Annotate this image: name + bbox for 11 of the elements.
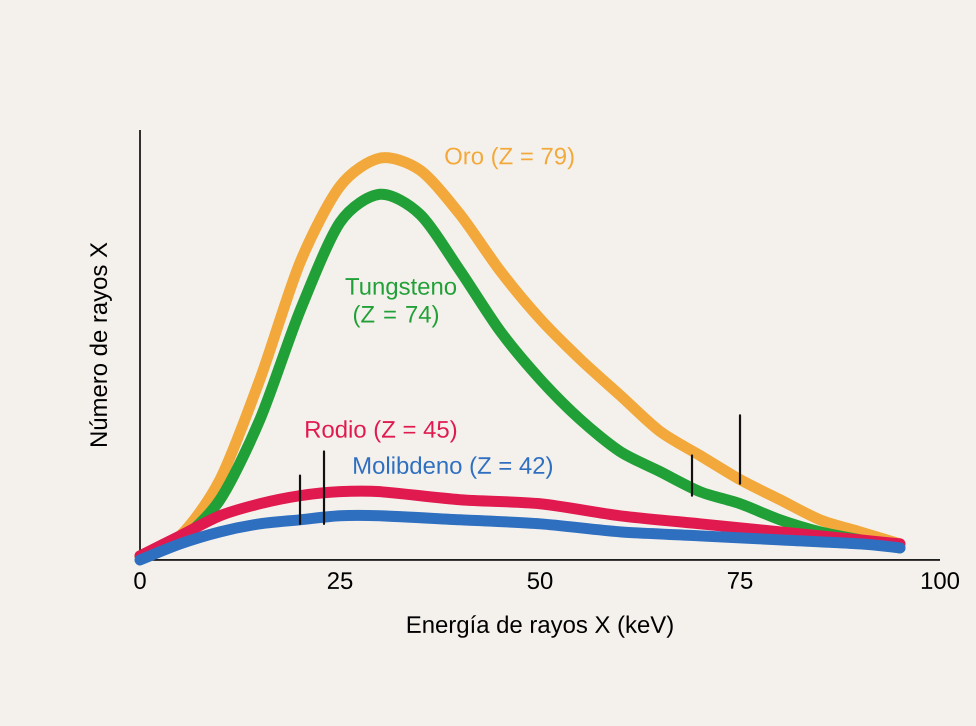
x-tick-label: 0 xyxy=(134,572,146,590)
text: Rodio (Z = 45) xyxy=(306,420,456,443)
series-label: Molibdeno (Z = 42) xyxy=(354,456,552,479)
y-axis-title: Número de rayos X xyxy=(89,242,112,446)
series-label: Oro (Z = 79) xyxy=(445,146,574,170)
x-tick-label: 100 xyxy=(922,572,960,590)
series-label: Tungsteno (Z = 74) xyxy=(346,278,456,328)
x-tick-label: 50 xyxy=(528,572,552,590)
x-axis-title: Energía de rayos X (keV) xyxy=(408,615,673,638)
x-tick-label: 25 xyxy=(328,572,352,590)
x-tick-label: 75 xyxy=(728,572,752,589)
